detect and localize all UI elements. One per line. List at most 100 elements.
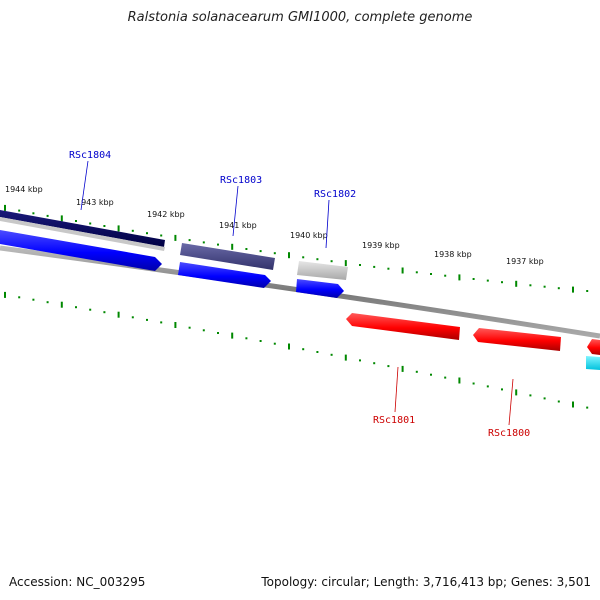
gene-label-rsc1804: RSc1804 — [69, 150, 111, 161]
minor-tick — [472, 278, 475, 280]
scale-label: 1944 kbp — [5, 185, 43, 194]
scale-label: 1943 kbp — [76, 198, 114, 207]
cds-track — [0, 230, 600, 355]
minor-tick — [131, 229, 134, 232]
feature-slate-bar — [180, 243, 275, 270]
minor-tick — [32, 212, 35, 215]
minor-tick — [273, 252, 276, 255]
minor-tick — [387, 365, 390, 368]
minor-tick — [259, 340, 262, 342]
minor-tick — [501, 281, 503, 284]
major-tick — [117, 225, 120, 232]
minor-tick — [202, 241, 205, 244]
minor-tick — [529, 284, 532, 287]
minor-tick — [330, 260, 333, 263]
major-tick — [344, 260, 347, 267]
cds-rsc1803-arrow — [178, 262, 271, 288]
minor-tick — [359, 359, 361, 362]
minor-tick — [529, 394, 532, 397]
minor-tick — [217, 243, 219, 246]
minor-tick — [18, 296, 21, 299]
minor-tick — [146, 232, 148, 235]
feature-track — [0, 210, 600, 370]
genome-summary-text: Topology: circular; Length: 3,716,413 bp… — [261, 575, 591, 589]
minor-tick — [543, 397, 546, 400]
minor-tick — [202, 329, 205, 332]
minor-tick — [472, 382, 475, 385]
major-tick — [231, 243, 234, 250]
minor-tick — [430, 273, 432, 275]
minor-tick — [415, 271, 418, 274]
feature-navy-bar — [0, 210, 165, 247]
gene-labels: RSc1804 RSc1803 RSc1802 RSc1801 RSc1800 — [69, 150, 530, 439]
minor-tick — [444, 376, 447, 379]
leader-rsc1801 — [394, 366, 399, 413]
minor-tick — [273, 342, 276, 345]
cds-rsc1802-arrow — [296, 279, 344, 298]
gene-label-rsc1800: RSc1800 — [488, 428, 530, 439]
major-tick — [4, 291, 6, 298]
minor-tick — [316, 351, 319, 353]
minor-tick — [188, 239, 191, 242]
major-tick — [117, 311, 120, 318]
gene-label-rsc1801: RSc1801 — [373, 415, 415, 426]
minor-tick — [430, 373, 432, 376]
minor-tick — [415, 370, 418, 373]
minor-tick — [46, 301, 49, 304]
feature-cyan-bar — [586, 356, 600, 370]
minor-tick — [32, 298, 35, 301]
minor-tick — [245, 248, 248, 250]
map-title: Ralstonia solanacearum GMI1000, complete… — [127, 10, 473, 25]
minor-tick — [316, 258, 319, 261]
leader-rsc1802 — [325, 199, 330, 249]
scale-label: 1938 kbp — [434, 250, 472, 259]
minor-tick — [586, 406, 589, 409]
minor-tick — [160, 321, 163, 324]
feature-light-gray-bar — [297, 261, 348, 280]
minor-tick — [103, 311, 106, 314]
scale-labels: 1944 kbp 1943 kbp 1942 kbp 1941 kbp 1940… — [5, 185, 544, 266]
leader-rsc1800 — [508, 378, 514, 426]
major-tick — [401, 267, 404, 274]
major-tick — [174, 322, 177, 328]
leader-rsc1804 — [80, 160, 89, 211]
minor-tick — [46, 214, 49, 217]
minor-tick — [486, 385, 489, 388]
scale-label: 1937 kbp — [506, 257, 544, 266]
major-tick — [60, 215, 63, 222]
accession-text: Accession: NC_003295 — [9, 575, 146, 589]
minor-tick — [557, 400, 560, 403]
major-tick — [231, 332, 234, 339]
scale-label: 1941 kbp — [219, 221, 257, 230]
cds-rsc1804-arrow — [0, 230, 162, 271]
minor-tick — [586, 290, 589, 292]
minor-tick — [188, 326, 191, 329]
minor-tick — [557, 287, 560, 290]
minor-tick — [131, 316, 134, 319]
minor-tick — [89, 308, 92, 311]
major-tick — [458, 377, 461, 384]
major-tick — [288, 343, 290, 350]
major-tick — [288, 252, 290, 259]
minor-tick — [103, 225, 106, 227]
minor-tick — [245, 337, 248, 340]
feature-gray-bar — [0, 217, 165, 251]
gene-leaders — [80, 160, 514, 426]
minor-tick — [359, 264, 361, 266]
cds-partial-arrow — [587, 339, 600, 355]
major-tick — [4, 204, 6, 211]
minor-tick — [444, 274, 447, 277]
major-tick — [60, 301, 63, 308]
minor-tick — [259, 250, 262, 253]
inner-tick-ring — [4, 291, 589, 409]
cds-rsc1800-arrow — [473, 328, 561, 351]
scale-label: 1942 kbp — [147, 210, 185, 219]
minor-tick — [75, 306, 77, 309]
minor-tick — [486, 279, 489, 282]
minor-tick — [543, 285, 546, 288]
minor-tick — [373, 362, 376, 365]
gene-label-rsc1803: RSc1803 — [220, 175, 262, 186]
scale-label: 1939 kbp — [362, 241, 400, 250]
minor-tick — [18, 209, 21, 212]
gene-label-rsc1802: RSc1802 — [314, 189, 356, 200]
